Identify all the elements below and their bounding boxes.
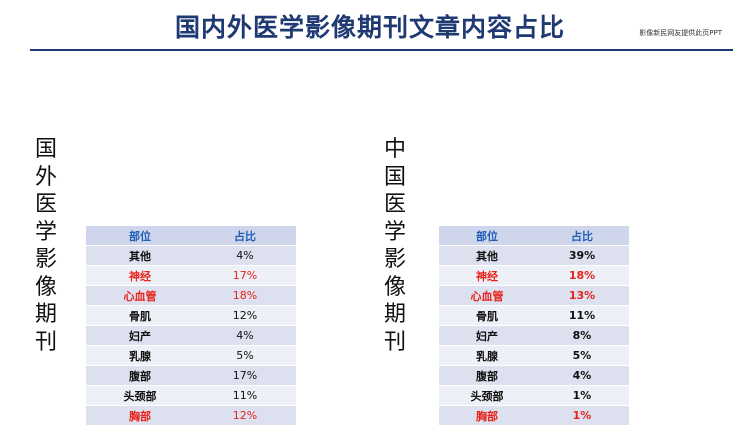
label-char: 国 [34,137,57,162]
row-part: 神经 [86,265,194,286]
row-part: 其他 [439,245,535,266]
row-part: 腹部 [439,365,535,386]
table-row: 乳腺 5% [86,345,296,366]
row-ratio: 12% [194,405,296,426]
label-char: 像 [34,274,57,300]
title-underline [30,49,733,51]
slide-title: 国内外医学影像期刊文章内容占比 [174,13,565,42]
label-char: 影 [383,247,406,272]
row-ratio: 4% [535,365,629,386]
label-char: 国 [383,164,406,190]
label-char: 学 [383,219,406,245]
header-ratio: 占比 [194,226,296,246]
label-char: 期 [34,302,57,327]
row-part: 头颈部 [86,385,194,406]
table-row: 腹部 17% [86,365,296,386]
table-header-row: 部位 占比 [86,226,296,246]
table-row: 妇产 4% [86,325,296,346]
row-part: 妇产 [439,325,535,346]
table-row: 骨肌 12% [86,305,296,326]
label-char: 中 [383,137,406,162]
foreign-journals-label: 国外医学影像期刊 [34,136,58,356]
label-char: 影 [34,247,57,272]
foreign-ratio-table: 部位 占比 其他 4% 神经 17% 心血管 18% 骨肌 12% 妇产 4% 乳腺 5% 腹部 17% 头… [86,226,296,426]
row-ratio: 5% [194,345,296,366]
table-header-row: 部位 占比 [439,226,629,246]
table-row: 心血管 13% [439,285,629,306]
row-ratio: 5% [535,345,629,366]
credit-note: 影像新民网友提供此页PPT [639,29,722,37]
row-ratio: 13% [535,285,629,306]
table-row: 神经 18% [439,265,629,286]
row-ratio: 12% [194,305,296,326]
label-char: 刊 [34,329,57,355]
header-ratio: 占比 [535,226,629,246]
label-char: 刊 [383,329,406,355]
row-ratio: 1% [535,405,629,426]
row-part: 胸部 [439,405,535,426]
label-char: 学 [34,219,57,245]
label-char: 医 [34,192,57,217]
row-ratio: 11% [535,305,629,326]
table-row: 胸部 1% [439,405,629,426]
row-part: 乳腺 [439,345,535,366]
row-ratio: 18% [535,265,629,286]
domestic-ratio-table: 部位 占比 其他 39% 神经 18% 心血管 13% 骨肌 11% 妇产 8% 乳腺 5% 腹部 4% 头… [439,226,629,426]
row-ratio: 17% [194,265,296,286]
row-part: 心血管 [439,285,535,306]
table-row: 头颈部 11% [86,385,296,406]
table-row: 乳腺 5% [439,345,629,366]
row-part: 腹部 [86,365,194,386]
row-ratio: 17% [194,365,296,386]
row-part: 心血管 [86,285,194,306]
row-part: 神经 [439,265,535,286]
label-char: 医 [383,192,406,217]
header-part: 部位 [439,226,535,246]
domestic-journals-label: 中国医学影像期刊 [383,136,407,356]
label-char: 像 [383,274,406,300]
row-part: 胸部 [86,405,194,426]
table-row: 胸部 12% [86,405,296,426]
row-part: 骨肌 [86,305,194,326]
label-char: 外 [34,164,57,190]
row-part: 骨肌 [439,305,535,326]
table-row: 其他 39% [439,245,629,266]
row-ratio: 4% [194,325,296,346]
row-ratio: 11% [194,385,296,406]
table-row: 头颈部 1% [439,385,629,406]
table-row: 心血管 18% [86,285,296,306]
table-row: 其他 4% [86,245,296,266]
row-ratio: 1% [535,385,629,406]
row-ratio: 4% [194,245,296,266]
row-part: 乳腺 [86,345,194,366]
table-row: 腹部 4% [439,365,629,386]
row-part: 其他 [86,245,194,266]
row-ratio: 8% [535,325,629,346]
row-part: 妇产 [86,325,194,346]
table-row: 妇产 8% [439,325,629,346]
header-part: 部位 [86,226,194,246]
row-part: 头颈部 [439,385,535,406]
label-char: 期 [383,302,406,327]
row-ratio: 39% [535,245,629,266]
table-row: 神经 17% [86,265,296,286]
table-row: 骨肌 11% [439,305,629,326]
row-ratio: 18% [194,285,296,306]
